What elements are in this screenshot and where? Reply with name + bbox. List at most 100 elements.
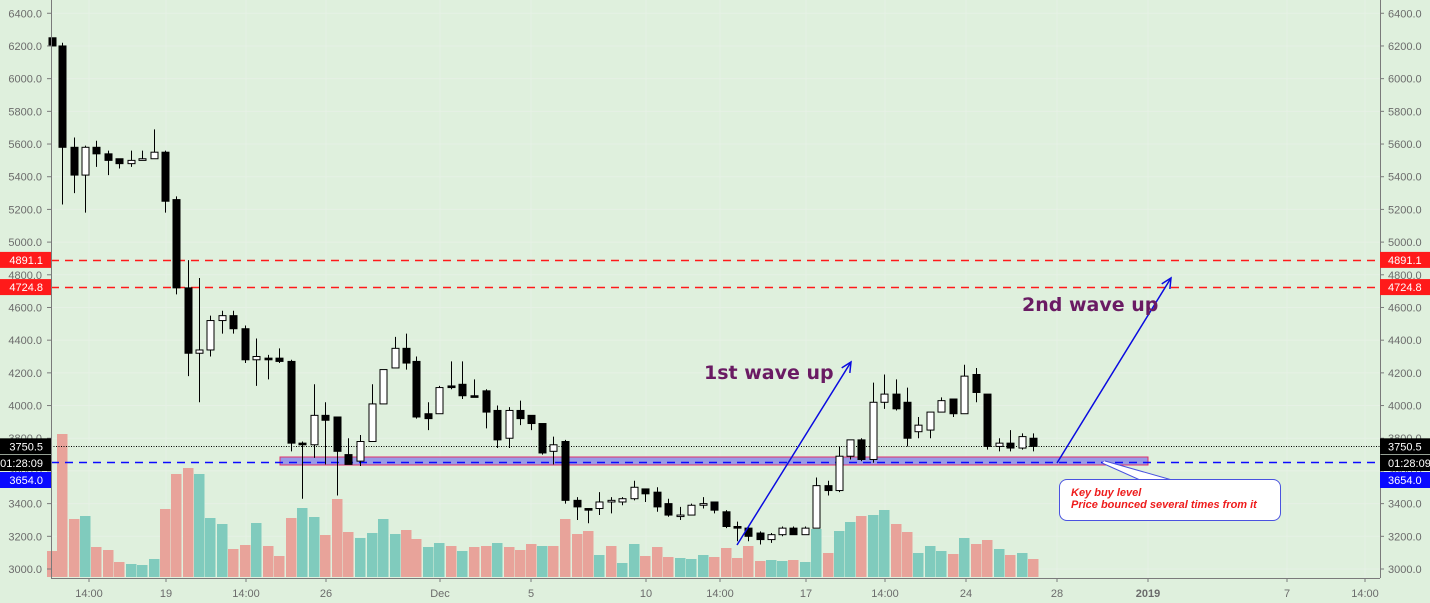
- volume-bar: [343, 532, 354, 577]
- volume-bar: [286, 518, 297, 577]
- first-wave-arrow[interactable]: [736, 360, 852, 546]
- volume-bar: [583, 531, 594, 577]
- candle-body-up: [435, 387, 444, 415]
- candle-body-down: [493, 409, 502, 441]
- price-tick-label: 4200.0: [8, 368, 42, 380]
- candle: [527, 414, 536, 431]
- candle-body-down: [241, 328, 250, 361]
- candle: [333, 416, 342, 496]
- candle: [48, 37, 57, 47]
- time-tick-label: 7: [1284, 588, 1290, 600]
- price-tick-label: 4000.0: [1388, 401, 1422, 413]
- volume-bar: [663, 557, 674, 577]
- price-tick-label: 4200.0: [1388, 368, 1422, 380]
- candle: [710, 501, 719, 514]
- candle: [835, 446, 844, 493]
- arrow-head-icon: [1161, 276, 1172, 290]
- right-price-axis[interactable]: 3000.03200.03400.03600.03800.04000.04200…: [1380, 8, 1422, 576]
- key-buy-zone[interactable]: [279, 456, 1149, 466]
- candle-body-down: [172, 199, 181, 289]
- candle-body-down: [412, 360, 421, 418]
- support-zone[interactable]: [279, 456, 1149, 466]
- candle-body-up: [391, 347, 400, 369]
- time-axis[interactable]: 14:00 19 14:00 26 Dec 5 10 14:00 17 14:00 24 28 2019…: [75, 578, 1379, 600]
- time-tick-label: 24: [960, 588, 972, 600]
- candle: [81, 145, 90, 213]
- volume-bar: [925, 546, 936, 577]
- candle: [584, 508, 593, 524]
- candle: [264, 354, 273, 380]
- price-tick-label: 5400.0: [8, 172, 42, 184]
- candle: [298, 441, 307, 499]
- candle: [767, 533, 776, 543]
- candle-body-up: [218, 315, 227, 322]
- price-tick-label: 6000.0: [1388, 74, 1422, 86]
- volume-bar: [811, 529, 822, 577]
- volume-bar: [263, 546, 274, 577]
- key-buy-level-callout[interactable]: Key buy level Price bounced several time…: [1059, 479, 1281, 521]
- candle-body-down: [1029, 437, 1038, 447]
- candle-body-up: [880, 393, 889, 403]
- price-tick-label: 5200.0: [8, 204, 42, 216]
- candle-body-down: [264, 357, 273, 361]
- candle: [538, 423, 547, 455]
- candle: [607, 497, 616, 514]
- candle-body-down: [58, 45, 67, 148]
- last-price-price-tag-text: 3750.5: [9, 441, 43, 453]
- support-price-tag-right: [1380, 472, 1430, 488]
- time-tick-label: Dec: [430, 588, 450, 600]
- resistance-1-price-tag-text: 4891.1: [9, 255, 43, 267]
- candle: [172, 196, 181, 295]
- volume-bar: [171, 474, 182, 577]
- volume-bar: [913, 553, 924, 577]
- candle-body-down: [458, 383, 467, 397]
- volume-bar: [355, 538, 366, 577]
- candle-body-down: [447, 385, 456, 389]
- last-price-price-tag-text: 3750.5: [1388, 441, 1422, 453]
- volume-bar: [606, 546, 617, 577]
- volume-bar: [698, 555, 709, 577]
- volume-bar: [401, 530, 412, 577]
- price-tick-label: 5800.0: [8, 106, 42, 118]
- time-tick-label: 14:00: [706, 588, 734, 600]
- candle-body-down: [92, 146, 101, 155]
- candle-body-up: [699, 503, 708, 506]
- candle-body-down: [653, 491, 662, 508]
- candle: [287, 359, 296, 452]
- volume-bar: [434, 543, 445, 577]
- price-tick-label: 6200.0: [1388, 41, 1422, 53]
- horizontal-lines[interactable]: [51, 259, 1380, 464]
- volume-bar: [446, 546, 457, 577]
- arrow-shaft: [1056, 277, 1172, 464]
- wave-arrows[interactable]: [736, 276, 1173, 546]
- candle-body-up: [310, 414, 319, 446]
- volume-bar: [845, 522, 856, 577]
- candle: [960, 364, 969, 415]
- resistance-2-price-tag-left: [0, 279, 51, 296]
- volume-bar: [891, 524, 902, 577]
- time-tick-label: 5: [528, 588, 534, 600]
- second-wave-arrow[interactable]: [1056, 276, 1172, 464]
- candle: [482, 389, 491, 429]
- price-tick-label: 3200.0: [8, 531, 42, 543]
- price-tick-label: 5000.0: [8, 237, 42, 249]
- candle-body-down: [287, 360, 296, 444]
- candle-body-up: [687, 504, 696, 516]
- candle-body-down: [275, 357, 284, 362]
- candle: [229, 310, 238, 334]
- volume-bar: [982, 540, 993, 577]
- candle-body-down: [1006, 442, 1015, 449]
- candle-body-up: [195, 349, 204, 354]
- candle: [493, 405, 502, 449]
- price-tick-label: 5800.0: [1388, 106, 1422, 118]
- candle: [435, 385, 444, 415]
- volume-bar: [721, 548, 732, 577]
- candle: [1018, 433, 1027, 450]
- candle: [926, 411, 935, 439]
- candle: [161, 150, 170, 213]
- candle-body-down: [561, 441, 570, 501]
- candle: [846, 439, 855, 460]
- volume-bar: [868, 515, 879, 577]
- candle: [321, 402, 330, 465]
